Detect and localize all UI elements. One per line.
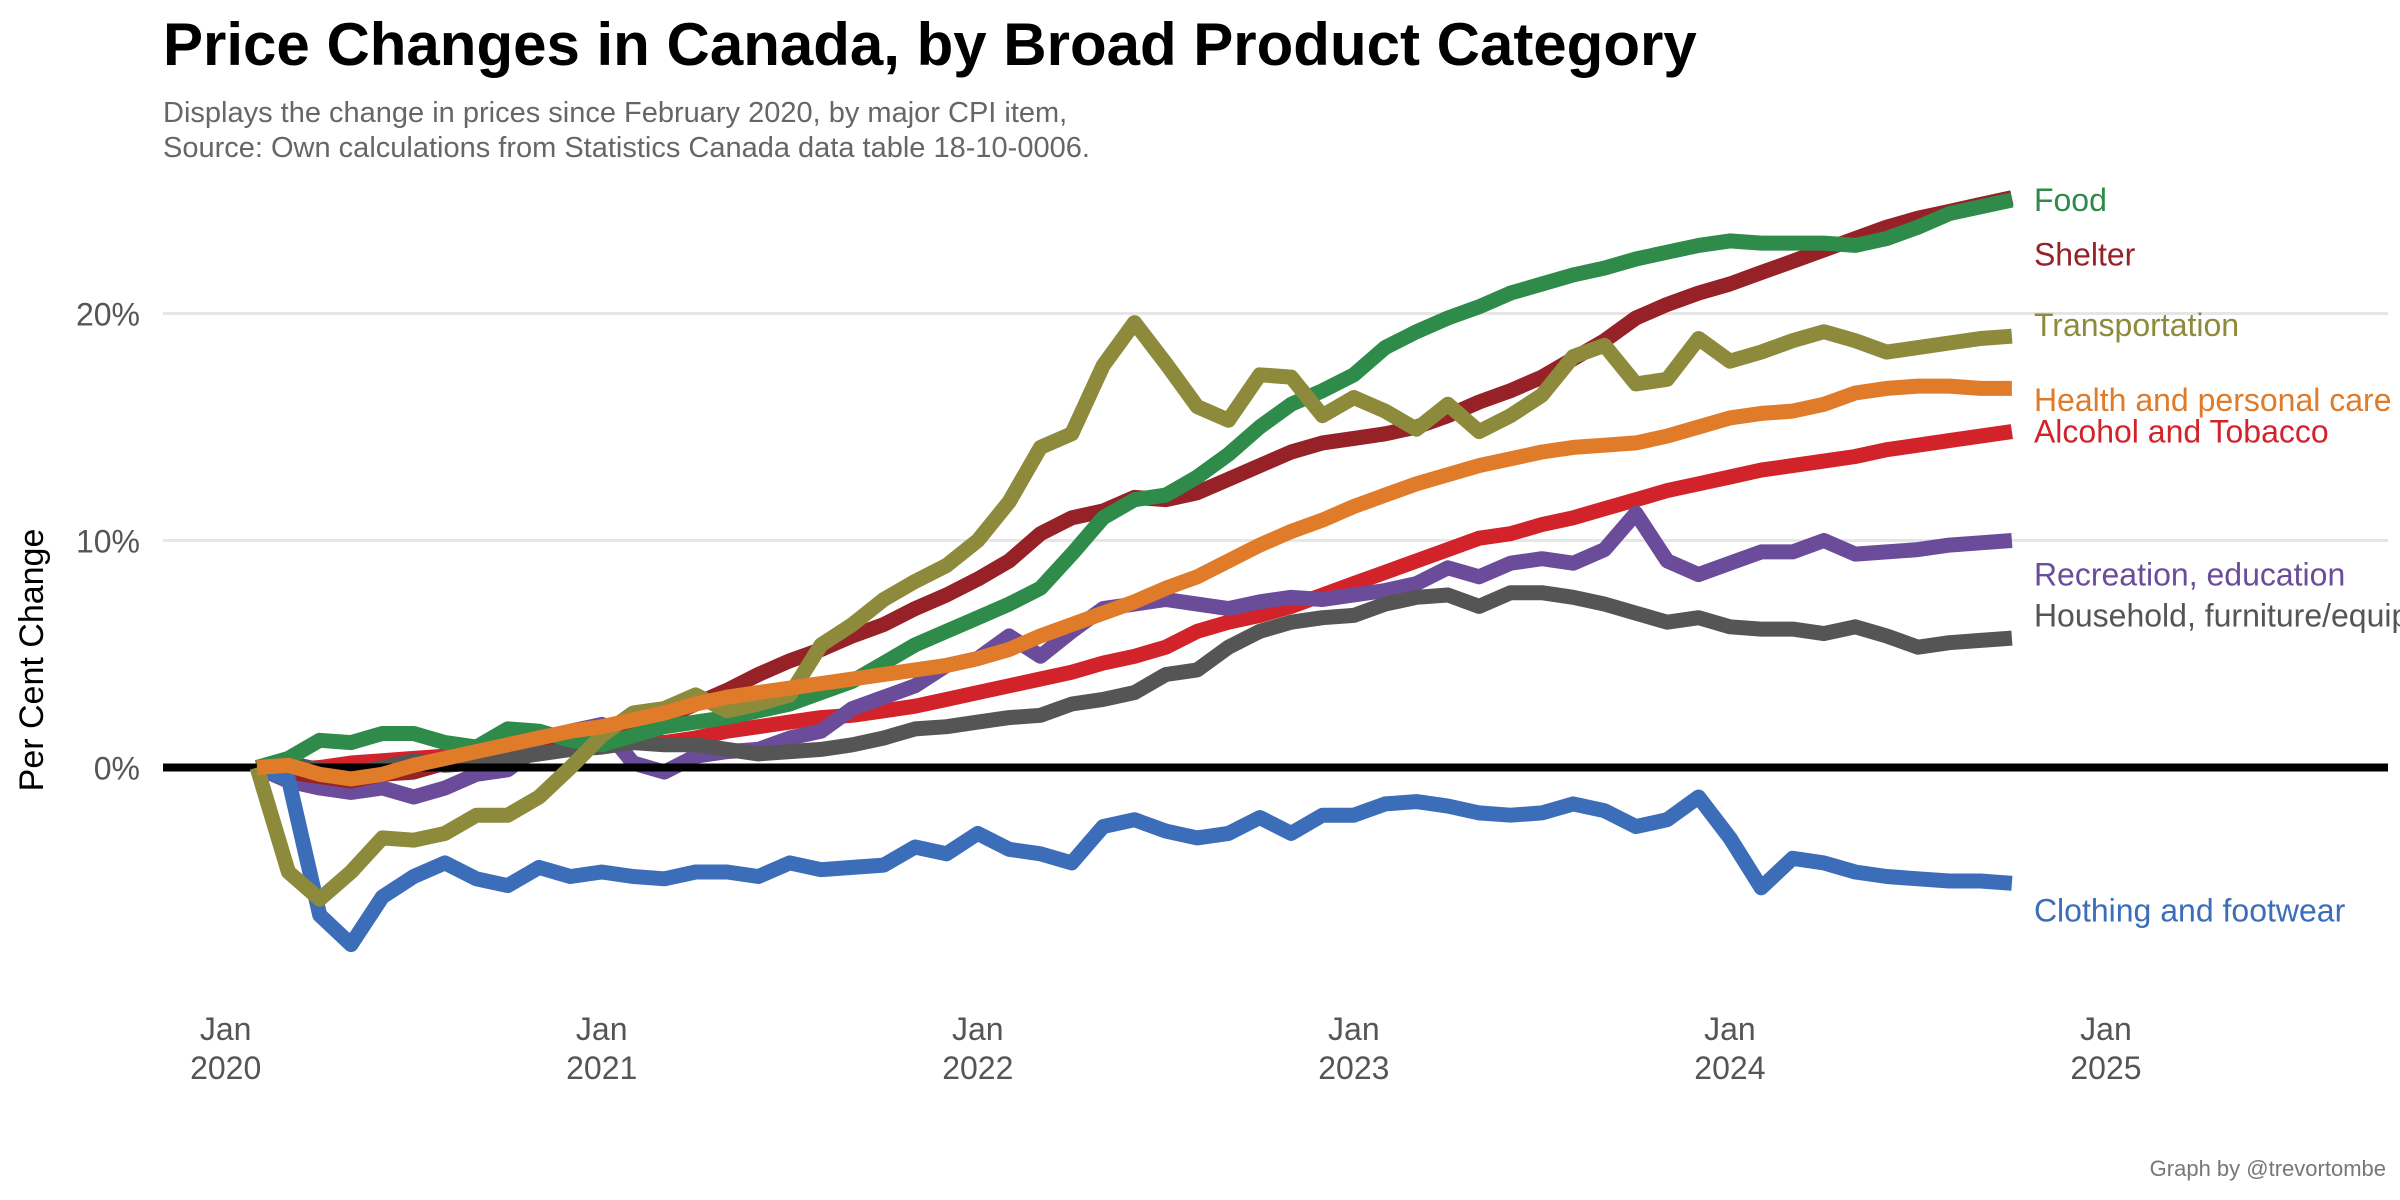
x-tick-label: 2021 <box>566 1050 637 1086</box>
series-line <box>256 378 2012 787</box>
x-tick-label: 2024 <box>1694 1050 1765 1086</box>
series-label: Alcohol and Tobacco <box>2034 414 2329 450</box>
subtitle-line: Displays the change in prices since Febr… <box>163 97 1068 129</box>
series-label: Shelter <box>2034 236 2136 272</box>
y-tick-label: 20% <box>76 297 140 333</box>
y-tick-label: 0% <box>94 751 140 787</box>
series-label: Recreation, education <box>2034 557 2345 593</box>
x-tick-label: Jan <box>2080 1011 2132 1047</box>
x-tick-label: 2025 <box>2070 1050 2141 1086</box>
x-tick-label: Jan <box>1704 1011 1756 1047</box>
series-label: Clothing and footwear <box>2034 893 2346 929</box>
x-tick-label: Jan <box>952 1011 1004 1047</box>
series-label: Health and personal care <box>2034 382 2392 418</box>
chart-caption: Graph by @trevortombe <box>2149 1156 2386 1181</box>
y-axis-title: Per Cent Change <box>13 529 51 792</box>
series-label: Transportation <box>2034 307 2239 343</box>
chart-title: Price Changes in Canada, by Broad Produc… <box>163 11 1697 78</box>
series-line <box>249 315 2013 907</box>
x-tick-label: 2020 <box>190 1050 261 1086</box>
x-tick-label: Jan <box>200 1011 252 1047</box>
x-tick-label: Jan <box>1328 1011 1380 1047</box>
x-tick-label: Jan <box>576 1011 628 1047</box>
series-line <box>255 585 2013 782</box>
x-tick-label: 2023 <box>1318 1050 1389 1086</box>
subtitle-line: Source: Own calculations from Statistics… <box>163 132 1090 164</box>
series-line <box>254 760 2013 953</box>
series-label: Household, furniture/equip. <box>2034 597 2400 633</box>
series-label: Food <box>2034 182 2107 218</box>
x-tick-label: 2022 <box>942 1050 1013 1086</box>
y-tick-label: 10% <box>76 524 140 560</box>
chart-subtitle: Displays the change in prices since Febr… <box>163 96 1090 166</box>
